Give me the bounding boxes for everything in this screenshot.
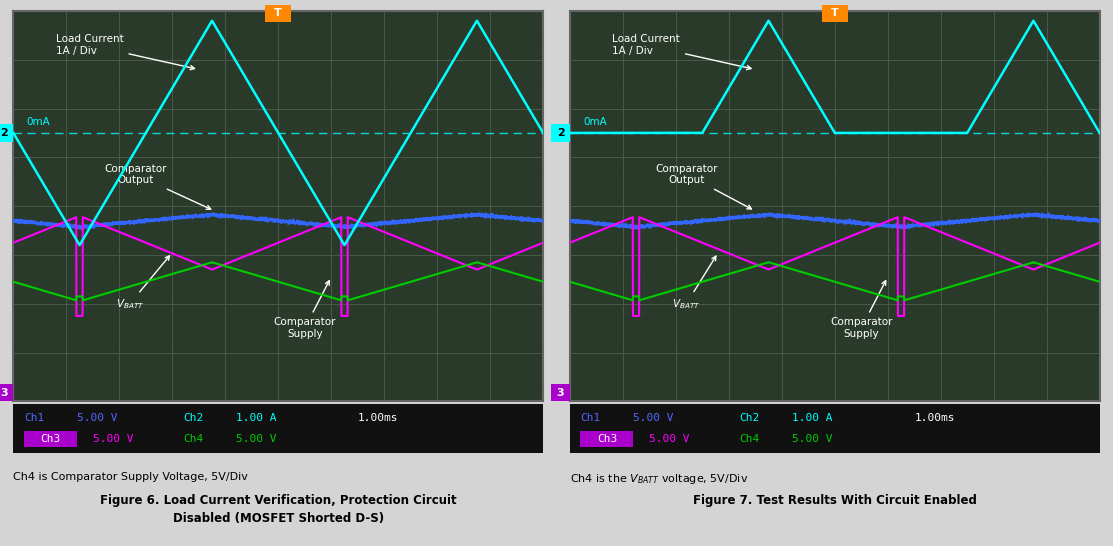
- Text: Comparator
Output: Comparator Output: [656, 164, 751, 209]
- Bar: [0, 124, 13, 142]
- Text: 2: 2: [556, 128, 564, 138]
- Text: 0mA: 0mA: [583, 117, 607, 127]
- Text: T: T: [831, 8, 838, 19]
- Text: 1.00 A: 1.00 A: [792, 413, 833, 423]
- Bar: [24, 431, 77, 447]
- Bar: [551, 124, 570, 142]
- Text: Ch4: Ch4: [183, 434, 204, 444]
- Text: 1.00ms: 1.00ms: [357, 413, 398, 423]
- Text: Figure 7. Test Results With Circuit Enabled: Figure 7. Test Results With Circuit Enab…: [692, 494, 977, 507]
- Text: 5.00 V: 5.00 V: [792, 434, 833, 444]
- Text: Ch2: Ch2: [183, 413, 204, 423]
- Text: Ch3: Ch3: [597, 434, 617, 444]
- Bar: [0, 384, 13, 401]
- Text: 5.00 V: 5.00 V: [77, 413, 118, 423]
- Text: 5.00 V: 5.00 V: [236, 434, 276, 444]
- Text: Ch2: Ch2: [739, 413, 760, 423]
- Text: $V_{BATT}$: $V_{BATT}$: [672, 256, 716, 311]
- Bar: [581, 431, 633, 447]
- Bar: [821, 4, 848, 22]
- Text: Ch4: Ch4: [739, 434, 760, 444]
- Bar: [551, 384, 570, 401]
- Text: 3: 3: [0, 388, 8, 397]
- Text: 5.00 V: 5.00 V: [92, 434, 134, 444]
- Text: Comparator
Output: Comparator Output: [104, 164, 210, 209]
- Text: 2: 2: [0, 128, 8, 138]
- Text: 1.00ms: 1.00ms: [914, 413, 955, 423]
- Text: 0mA: 0mA: [27, 117, 50, 127]
- Text: Comparator
Supply: Comparator Supply: [274, 281, 336, 339]
- Text: 5.00 V: 5.00 V: [633, 413, 674, 423]
- Text: Ch1: Ch1: [581, 413, 601, 423]
- Text: 3: 3: [556, 388, 564, 397]
- Bar: [265, 4, 292, 22]
- Text: Comparator
Supply: Comparator Supply: [830, 281, 893, 339]
- Text: Ch4 is Comparator Supply Voltage, 5V/Div: Ch4 is Comparator Supply Voltage, 5V/Div: [13, 472, 248, 482]
- Text: Ch1: Ch1: [24, 413, 45, 423]
- Text: Ch4 is the $V_{BATT}$ voltage, 5V/Div: Ch4 is the $V_{BATT}$ voltage, 5V/Div: [570, 472, 748, 486]
- Text: Load Current
1A / Div: Load Current 1A / Div: [56, 34, 195, 70]
- Text: Load Current
1A / Div: Load Current 1A / Div: [612, 34, 751, 70]
- Text: Ch3: Ch3: [40, 434, 60, 444]
- Text: T: T: [275, 8, 282, 19]
- Text: $V_{BATT}$: $V_{BATT}$: [116, 256, 169, 311]
- Text: 5.00 V: 5.00 V: [649, 434, 690, 444]
- Text: 1.00 A: 1.00 A: [236, 413, 276, 423]
- Text: Figure 6. Load Current Verification, Protection Circuit
Disabled (MOSFET Shorted: Figure 6. Load Current Verification, Pro…: [100, 494, 456, 525]
